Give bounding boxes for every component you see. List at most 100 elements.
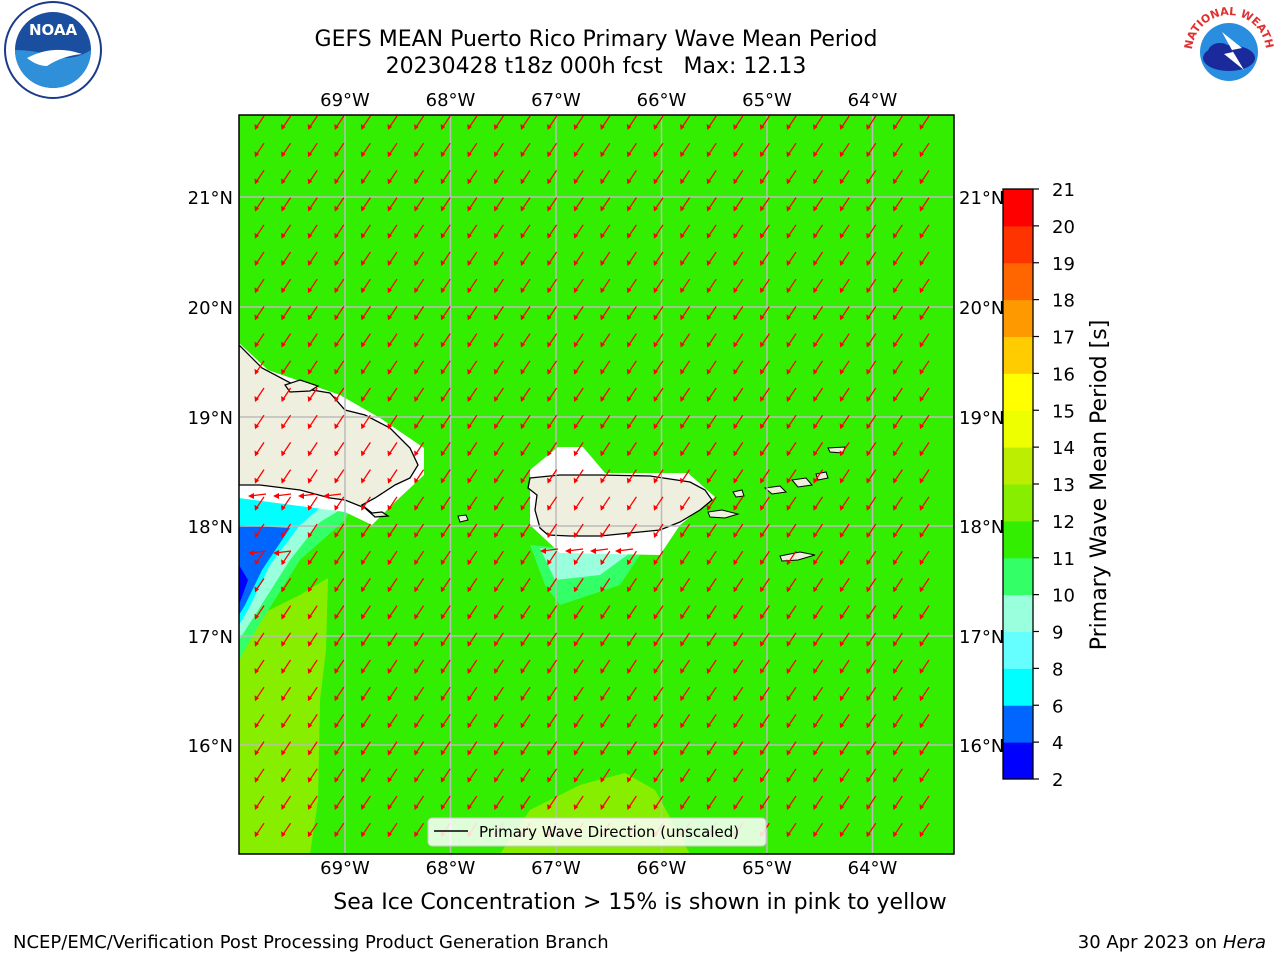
lon-labels-bottom: 69°W 68°W 67°W 66°W 65°W 64°W — [320, 858, 897, 879]
wave-arrow — [414, 142, 425, 158]
wave-arrow — [281, 714, 292, 729]
wave-arrow — [547, 523, 558, 538]
wave-arrow — [414, 115, 425, 130]
wave-arrow — [626, 142, 637, 158]
wave-arrow — [892, 632, 903, 647]
wave-arrow — [360, 523, 371, 538]
wave-arrow — [360, 142, 371, 158]
wave-arrow — [493, 496, 504, 511]
wave-arrow — [600, 278, 611, 294]
wave-arrow — [334, 197, 345, 212]
wave-arrow — [387, 659, 398, 674]
wave-arrow — [892, 414, 903, 430]
wave-arrow — [892, 822, 903, 838]
wave-arrow — [759, 442, 770, 457]
wave-arrow — [839, 578, 850, 593]
wave-arrow — [813, 360, 824, 375]
wave-arrow — [813, 115, 824, 130]
wave-arrow — [813, 306, 824, 321]
wave-arrow — [733, 442, 744, 457]
wave-arrow — [440, 278, 451, 294]
lon-label-bottom-3: 66°W — [637, 858, 687, 879]
wave-arrow — [866, 741, 877, 756]
footer-date: 30 Apr 2023 on Hera — [1078, 932, 1266, 953]
wave-arrow — [786, 768, 797, 783]
wave-arrow — [414, 686, 425, 702]
wave-arrow — [786, 523, 797, 538]
map-title: GEFS MEAN Puerto Rico Primary Wave Mean … — [314, 27, 878, 52]
wave-arrow — [813, 550, 824, 566]
wave-arrow — [866, 686, 877, 702]
wave-arrow — [387, 768, 398, 783]
wave-arrow — [414, 387, 425, 402]
colorbar-bin-7 — [1003, 484, 1033, 522]
wave-arrow — [493, 523, 504, 538]
wave-arrow — [360, 795, 371, 810]
colorbar-tick-label-5: 10 — [1052, 586, 1075, 607]
wave-arrow — [440, 197, 451, 212]
wave-arrow — [281, 224, 292, 239]
wave-arrow — [839, 278, 850, 294]
wave-arrow — [919, 442, 930, 457]
wave-arrow — [334, 469, 345, 484]
colorbar-tick-label-4: 9 — [1052, 623, 1063, 644]
wave-arrow — [254, 714, 265, 729]
colorbar-tick-label-15: 20 — [1052, 217, 1075, 238]
wave-arrow — [786, 142, 797, 158]
wave-arrow — [919, 550, 930, 566]
wave-arrow — [281, 523, 292, 538]
wave-arrow — [307, 115, 318, 130]
wave-arrow — [919, 496, 930, 511]
wave-arrow — [866, 768, 877, 783]
wave-arrow — [387, 115, 398, 130]
wave-arrow — [653, 442, 664, 457]
wave-arrow — [892, 550, 903, 566]
wave-arrow — [467, 170, 478, 185]
wave-arrow — [839, 659, 850, 674]
wave-arrow — [467, 414, 478, 430]
wave-arrow — [467, 605, 478, 620]
wave-arrow — [839, 360, 850, 375]
wave-arrow — [626, 306, 637, 321]
footer-date-text: 30 Apr 2023 on — [1077, 932, 1223, 953]
wave-arrow — [680, 142, 691, 158]
wave-arrow — [813, 414, 824, 430]
wave-arrow — [919, 605, 930, 620]
lon-label-bottom-4: 65°W — [742, 858, 792, 879]
wave-arrow — [520, 360, 531, 375]
wave-arrow — [573, 224, 584, 239]
wave-arrow — [360, 714, 371, 729]
wave-arrow — [467, 768, 478, 783]
wave-arrow — [360, 170, 371, 185]
wave-arrow — [360, 224, 371, 239]
wave-arrow — [387, 469, 398, 484]
wave-arrow — [813, 170, 824, 185]
wave-arrow — [281, 360, 292, 375]
wave-arrow — [839, 224, 850, 239]
wave-arrow — [733, 795, 744, 810]
wave-arrow — [493, 686, 504, 702]
wave-arrow — [520, 686, 531, 702]
colorbar-tick-label-0: 2 — [1052, 770, 1063, 791]
wave-arrow — [334, 496, 345, 511]
wave-arrow — [919, 197, 930, 212]
wave-arrow — [866, 795, 877, 810]
wave-arrow — [786, 686, 797, 702]
wave-arrow — [866, 387, 877, 402]
wave-arrow — [759, 550, 770, 566]
wave-arrow — [254, 306, 265, 321]
wave-arrow — [254, 224, 265, 239]
wave-arrow — [387, 142, 398, 158]
wave-arrow — [680, 278, 691, 294]
wave-arrow — [307, 578, 318, 593]
wave-arrow — [440, 360, 451, 375]
wave-arrow — [493, 251, 504, 266]
wave-arrow — [254, 142, 265, 158]
wave-arrow-westward — [248, 493, 267, 499]
wave-arrow — [680, 306, 691, 321]
wave-arrow — [653, 170, 664, 185]
colorbar-bin-15 — [1003, 189, 1033, 227]
colorbar-tick-label-6: 11 — [1052, 549, 1075, 570]
wave-arrow — [547, 251, 558, 266]
wave-arrow — [307, 659, 318, 674]
